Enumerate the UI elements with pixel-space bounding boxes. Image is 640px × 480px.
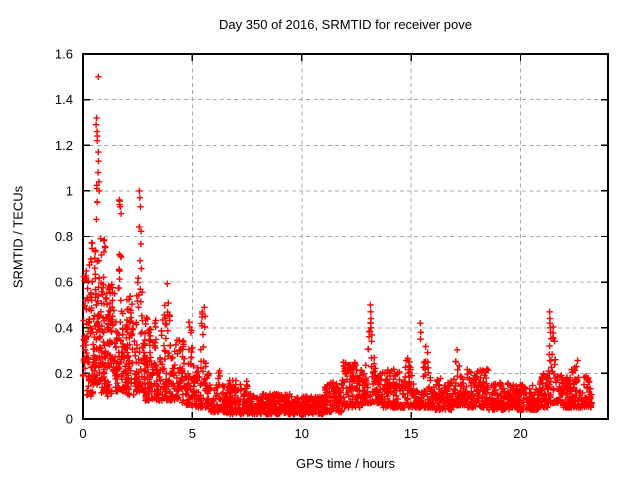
y-tick-label: 1.6	[55, 47, 73, 62]
tick-labels: 0 5 10 15 20 0 0.2 0.4 0.6 0.8 1 1.2 1.4 1.6	[55, 47, 528, 442]
y-tick-label: 1	[66, 183, 73, 198]
x-tick-label: 0	[79, 426, 86, 441]
y-tick-label: 0.8	[55, 229, 73, 244]
chart-title: Day 350 of 2016, SRMTID for receiver pov…	[219, 17, 472, 32]
x-tick-label: 5	[189, 426, 196, 441]
x-tick-label: 10	[295, 426, 309, 441]
y-tick-label: 0.6	[55, 275, 73, 290]
y-tick-label: 1.4	[55, 92, 73, 107]
x-axis-label: GPS time / hours	[296, 456, 395, 471]
y-tick-label: 1.2	[55, 138, 73, 153]
x-tick-label: 20	[513, 426, 527, 441]
y-tick-label: 0.4	[55, 320, 73, 335]
y-tick-label: 0	[66, 412, 73, 427]
scatter-points-srmtid	[79, 73, 595, 418]
x-tick-label: 15	[404, 426, 418, 441]
y-tick-label: 0.2	[55, 366, 73, 381]
